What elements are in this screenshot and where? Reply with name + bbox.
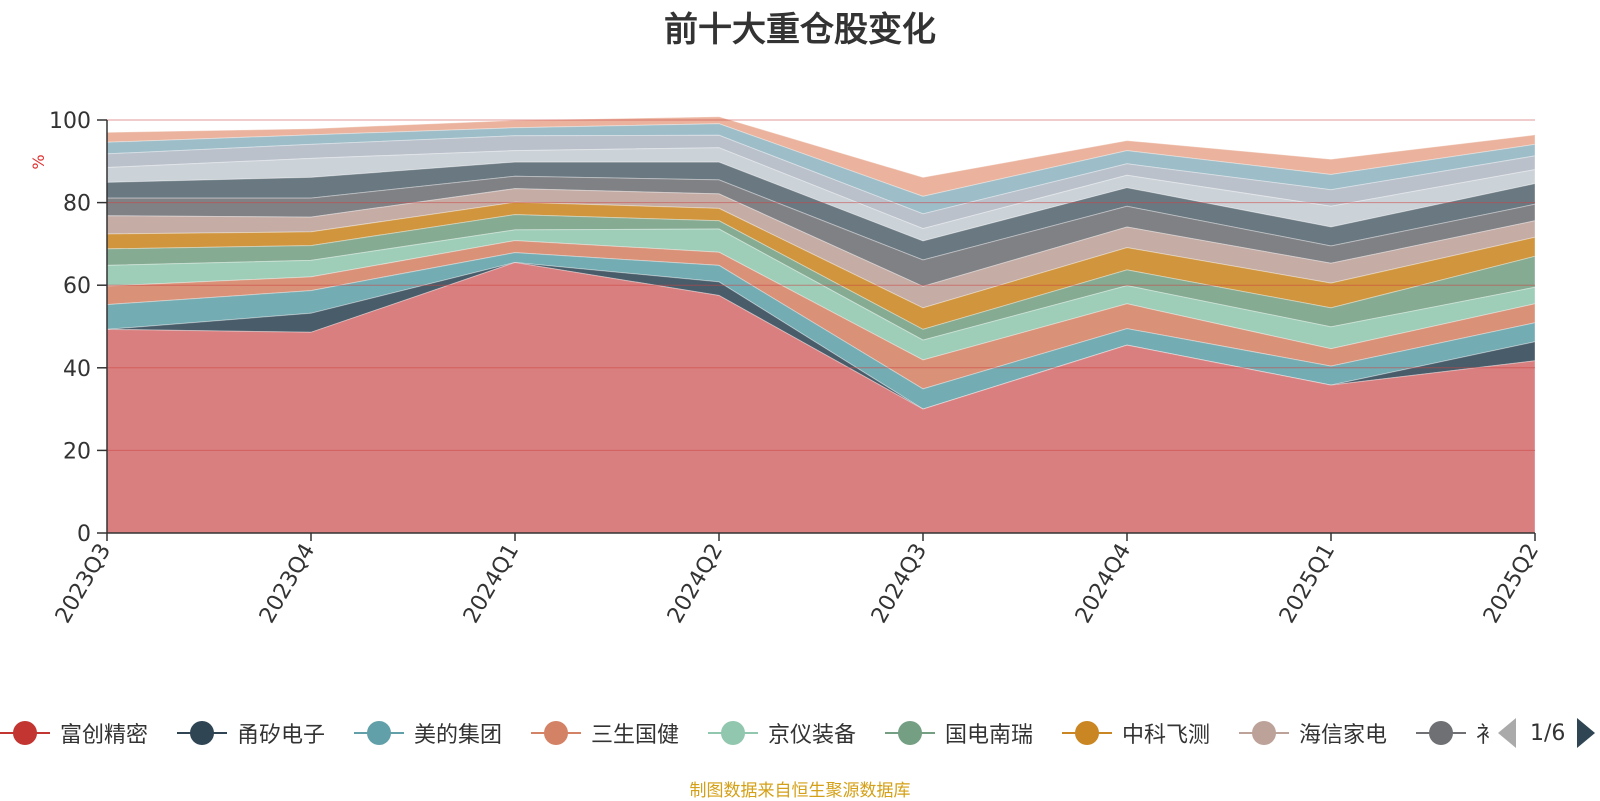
legend-item[interactable]: 海信家电 <box>1239 713 1387 753</box>
legend-item[interactable]: 甬矽电子 <box>177 713 325 753</box>
pager-indicator: 1/6 <box>1530 720 1566 746</box>
legend-marker-icon <box>354 720 404 746</box>
x-tick-label: 2024Q2 <box>663 540 728 628</box>
areas-layer <box>106 116 1536 534</box>
x-tick-label: 2025Q1 <box>1275 540 1340 628</box>
chart-title: 前十大重仓股变化 <box>664 10 936 50</box>
legend-marker-icon <box>1416 720 1466 746</box>
legend-item[interactable]: 三生国健 <box>531 713 679 753</box>
y-tick-label: 20 <box>63 439 91 464</box>
legend-label: 衤 <box>1476 723 1499 748</box>
legend-label: 国电南瑞 <box>945 723 1034 748</box>
x-tick-label: 2025Q2 <box>1479 540 1544 628</box>
y-tick-label: 60 <box>63 274 91 299</box>
legend-item[interactable]: 美的集团 <box>354 713 502 753</box>
legend-label: 京仪装备 <box>768 723 857 748</box>
legend-item[interactable]: 富创精密 <box>0 713 148 753</box>
x-tick-label: 2023Q3 <box>51 540 116 628</box>
legend-label: 富创精密 <box>60 723 149 748</box>
y-tick-label: 40 <box>63 357 91 382</box>
legend-pager: 1/6 <box>1498 716 1596 750</box>
pager-next-icon[interactable] <box>1577 718 1596 748</box>
legend-marker-icon <box>531 720 581 746</box>
legend-marker-icon <box>885 720 935 746</box>
legend-label: 美的集团 <box>414 723 503 748</box>
legend-label: 甬矽电子 <box>237 723 326 748</box>
legend-marker-icon <box>1062 720 1112 746</box>
x-tick-label: 2024Q4 <box>1071 540 1136 628</box>
legend-item[interactable]: 京仪装备 <box>708 713 856 753</box>
legend-item[interactable]: 中科飞测 <box>1062 713 1210 753</box>
source-note: 制图数据来自恒生聚源数据库 <box>689 781 911 801</box>
stacked-area-chart: 0 20 40 60 80 100 2023Q3 2023Q4 2024Q1 2024Q2 2024… <box>29 109 1544 628</box>
legend-marker-icon <box>0 720 50 746</box>
y-tick-label: 80 <box>63 192 91 217</box>
legend-marker-icon <box>177 720 227 746</box>
legend-label: 海信家电 <box>1299 723 1388 748</box>
legend-label: 三生国健 <box>591 723 680 748</box>
pager-prev-icon[interactable] <box>1498 718 1516 748</box>
y-tick-label: 100 <box>49 109 91 134</box>
x-tick-label: 2024Q1 <box>459 540 524 628</box>
legend-item[interactable]: 国电南瑞 <box>885 713 1033 753</box>
grid-layer <box>107 119 1535 451</box>
y-axis-unit: % <box>29 154 48 169</box>
legend-marker-icon <box>1239 720 1289 746</box>
legend: 富创精密 甬矽电子 美的集团 三生国健 京仪装备 国电南瑞 中科飞测 海信家电 衤 <box>0 713 1530 753</box>
x-tick-label: 2023Q4 <box>255 540 320 628</box>
legend-label: 中科飞测 <box>1122 723 1211 748</box>
legend-item[interactable]: 衤 <box>1416 713 1498 753</box>
y-tick-label: 0 <box>77 522 91 547</box>
legend-marker-icon <box>708 720 758 746</box>
x-tick-label: 2024Q3 <box>867 540 932 628</box>
